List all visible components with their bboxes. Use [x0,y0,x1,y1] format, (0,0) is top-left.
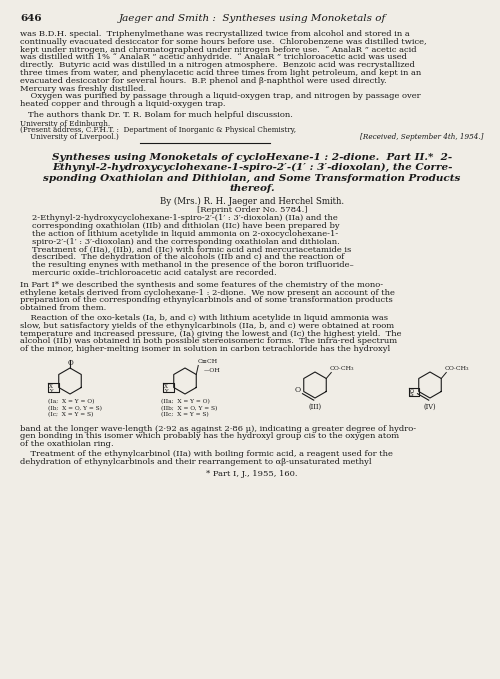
Text: Syntheses using Monoketals of cycloHexane-1 : 2-dione.  Part II.*  2-: Syntheses using Monoketals of cycloHexan… [52,153,452,162]
Text: gen bonding in this isomer which probably has the hydroxyl group cis to the oxyg: gen bonding in this isomer which probabl… [20,433,399,440]
Text: CO·CH₃: CO·CH₃ [330,365,354,371]
Text: ethylene ketals derived from cyclohexane-1 : 2-dione.  We now present an account: ethylene ketals derived from cyclohexane… [20,289,395,297]
Text: 646: 646 [20,14,42,23]
Text: O: O [67,359,73,367]
Text: CO·CH₃: CO·CH₃ [444,365,469,371]
Text: heated copper and through a liquid-oxygen trap.: heated copper and through a liquid-oxyge… [20,100,226,108]
Text: obtained from them.: obtained from them. [20,304,106,312]
Text: dehydration of ethynylcarbinols and their rearrangement to αβ-unsaturated methyl: dehydration of ethynylcarbinols and thei… [20,458,372,466]
Text: (IIb;  X = O, Y = S): (IIb; X = O, Y = S) [161,405,218,411]
Text: preparation of the corresponding ethynylcarbinols and of some transformation pro: preparation of the corresponding ethynyl… [20,297,393,304]
Text: O: O [410,388,414,394]
Text: three times from water, and phenylacetic acid three times from light petroleum, : three times from water, and phenylacetic… [20,69,421,77]
Text: of the minor, higher-melting isomer in solution in carbon tetrachloride has the : of the minor, higher-melting isomer in s… [20,345,390,353]
Text: Oxygen was purified by passage through a liquid-oxygen trap, and nitrogen by pas: Oxygen was purified by passage through a… [20,92,420,100]
Text: spiro-2′-(1′ : 3′-dioxolan) and the corresponding oxathiolan and dithiolan.: spiro-2′-(1′ : 3′-dioxolan) and the corr… [32,238,340,246]
Text: In Part I* we described the synthesis and some features of the chemistry of the : In Part I* we described the synthesis an… [20,281,383,289]
Text: O: O [294,386,301,394]
Text: X: X [164,384,168,388]
Text: X: X [49,384,53,388]
Text: (IIc;  X = Y = S): (IIc; X = Y = S) [161,412,209,417]
Text: of the oxathiolan ring.: of the oxathiolan ring. [20,440,114,448]
Text: the resulting enynes with methanol in the presence of the boron trifluoride–: the resulting enynes with methanol in th… [32,261,354,269]
Text: band at the longer wave-length (2·92 as against 2·86 μ), indicating a greater de: band at the longer wave-length (2·92 as … [20,424,416,433]
Text: kept under nitrogen, and chromatographed under nitrogen before use.  “ AnalaR ” : kept under nitrogen, and chromatographed… [20,45,416,54]
Text: (III): (III) [308,403,322,411]
Text: was distilled with 1% “ AnalaR ” acetic anhydride.  “ AnalaR ” trichloroacetic a: was distilled with 1% “ AnalaR ” acetic … [20,54,407,61]
Text: University of Liverpool.): University of Liverpool.) [30,133,119,141]
Text: sponding Oxathiolan and Dithiolan, and Some Transformation Products: sponding Oxathiolan and Dithiolan, and S… [44,174,461,183]
Text: Treatment of (IIa), (IIb), and (IIc) with formic acid and mercuriacetamide is: Treatment of (IIa), (IIb), and (IIc) wit… [32,246,351,253]
Text: By (Mrs.) R. H. Jaeger and Herchel Smith.: By (Mrs.) R. H. Jaeger and Herchel Smith… [160,197,344,206]
Text: corresponding oxathiolan (IIb) and dithiolan (IIc) have been prepared by: corresponding oxathiolan (IIb) and dithi… [32,222,340,230]
Text: alcohol (IIb) was obtained in both possible stereoisomeric forms.  The infra-red: alcohol (IIb) was obtained in both possi… [20,337,397,346]
Text: the action of lithium acetylide in liquid ammonia on 2-oxocyclohexane-1-: the action of lithium acetylide in liqui… [32,230,338,238]
Text: [Received, September 4th, 1954.]: [Received, September 4th, 1954.] [360,133,484,141]
Text: Jaeger and Smith :  Syntheses using Monoketals of: Jaeger and Smith : Syntheses using Monok… [118,14,386,23]
Text: continually evacuated desiccator for some hours before use.  Chlorobenzene was d: continually evacuated desiccator for som… [20,38,426,45]
Text: (IV): (IV) [424,403,436,411]
Text: (Ib;  X = O, Y = S): (Ib; X = O, Y = S) [48,405,102,411]
Text: (Ic;  X = Y = S): (Ic; X = Y = S) [48,412,94,417]
Text: C≡CH: C≡CH [198,359,218,363]
Text: 2-Ethynyl-2-hydroxycyclohexane-1-spiro-2′-(1′ : 3′-dioxolan) (IIa) and the: 2-Ethynyl-2-hydroxycyclohexane-1-spiro-2… [32,215,338,223]
Text: Y: Y [49,388,53,394]
Text: described.  The dehydration of the alcohols (IIb and c) and the reaction of: described. The dehydration of the alcoho… [32,253,344,261]
Text: The authors thank Dr. T. R. Bolam for much helpful discussion.: The authors thank Dr. T. R. Bolam for mu… [28,111,293,119]
Text: (Present address, C.F.H.T. :  Department of Inorganic & Physical Chemistry,: (Present address, C.F.H.T. : Department … [20,126,296,134]
Text: slow, but satisfactory yields of the ethynylcarbinols (IIa, b, and c) were obtai: slow, but satisfactory yields of the eth… [20,322,394,330]
Text: evacuated desiccator for several hours.  B.P. phenol and β-naphthol were used di: evacuated desiccator for several hours. … [20,77,386,85]
Text: University of Edinburgh.: University of Edinburgh. [20,120,110,128]
Text: directly.  Butyric acid was distilled in a nitrogen atmosphere.  Benzoic acid wa: directly. Butyric acid was distilled in … [20,61,415,69]
Text: mercuric oxide–trichloroacetic acid catalyst are recorded.: mercuric oxide–trichloroacetic acid cata… [32,269,276,277]
Text: —OH: —OH [204,368,220,373]
Text: (Ia;  X = Y = O): (Ia; X = Y = O) [48,399,94,404]
Text: temperature and increased pressure, (Ia) giving the lowest and (Ic) the highest : temperature and increased pressure, (Ia)… [20,329,402,337]
Text: * Part I, J., 1955, 160.: * Part I, J., 1955, 160. [206,469,298,477]
Text: Mercury was freshly distilled.: Mercury was freshly distilled. [20,85,146,92]
Text: thereof.: thereof. [229,184,275,194]
Text: Treatment of the ethynylcarbinol (IIa) with boiling formic acid, a reagent used : Treatment of the ethynylcarbinol (IIa) w… [20,450,393,458]
Text: was B.D.H. special.  Triphenylmethane was recrystallized twice from alcohol and : was B.D.H. special. Triphenylmethane was… [20,30,410,38]
Text: (IIa;  X = Y = O): (IIa; X = Y = O) [161,399,210,404]
Text: S: S [410,392,414,397]
Text: [Reprint Order No. 5784.]: [Reprint Order No. 5784.] [197,206,307,214]
Text: Reaction of the oxo-ketals (Ia, b, and c) with lithium acetylide in liquid ammon: Reaction of the oxo-ketals (Ia, b, and c… [20,314,388,322]
Text: Ethynyl-2-hydroxycyclohexane-1-spiro-2′-(1′ : 3′-dioxolan), the Corre-: Ethynyl-2-hydroxycyclohexane-1-spiro-2′-… [52,164,452,172]
Text: Y: Y [164,388,168,394]
